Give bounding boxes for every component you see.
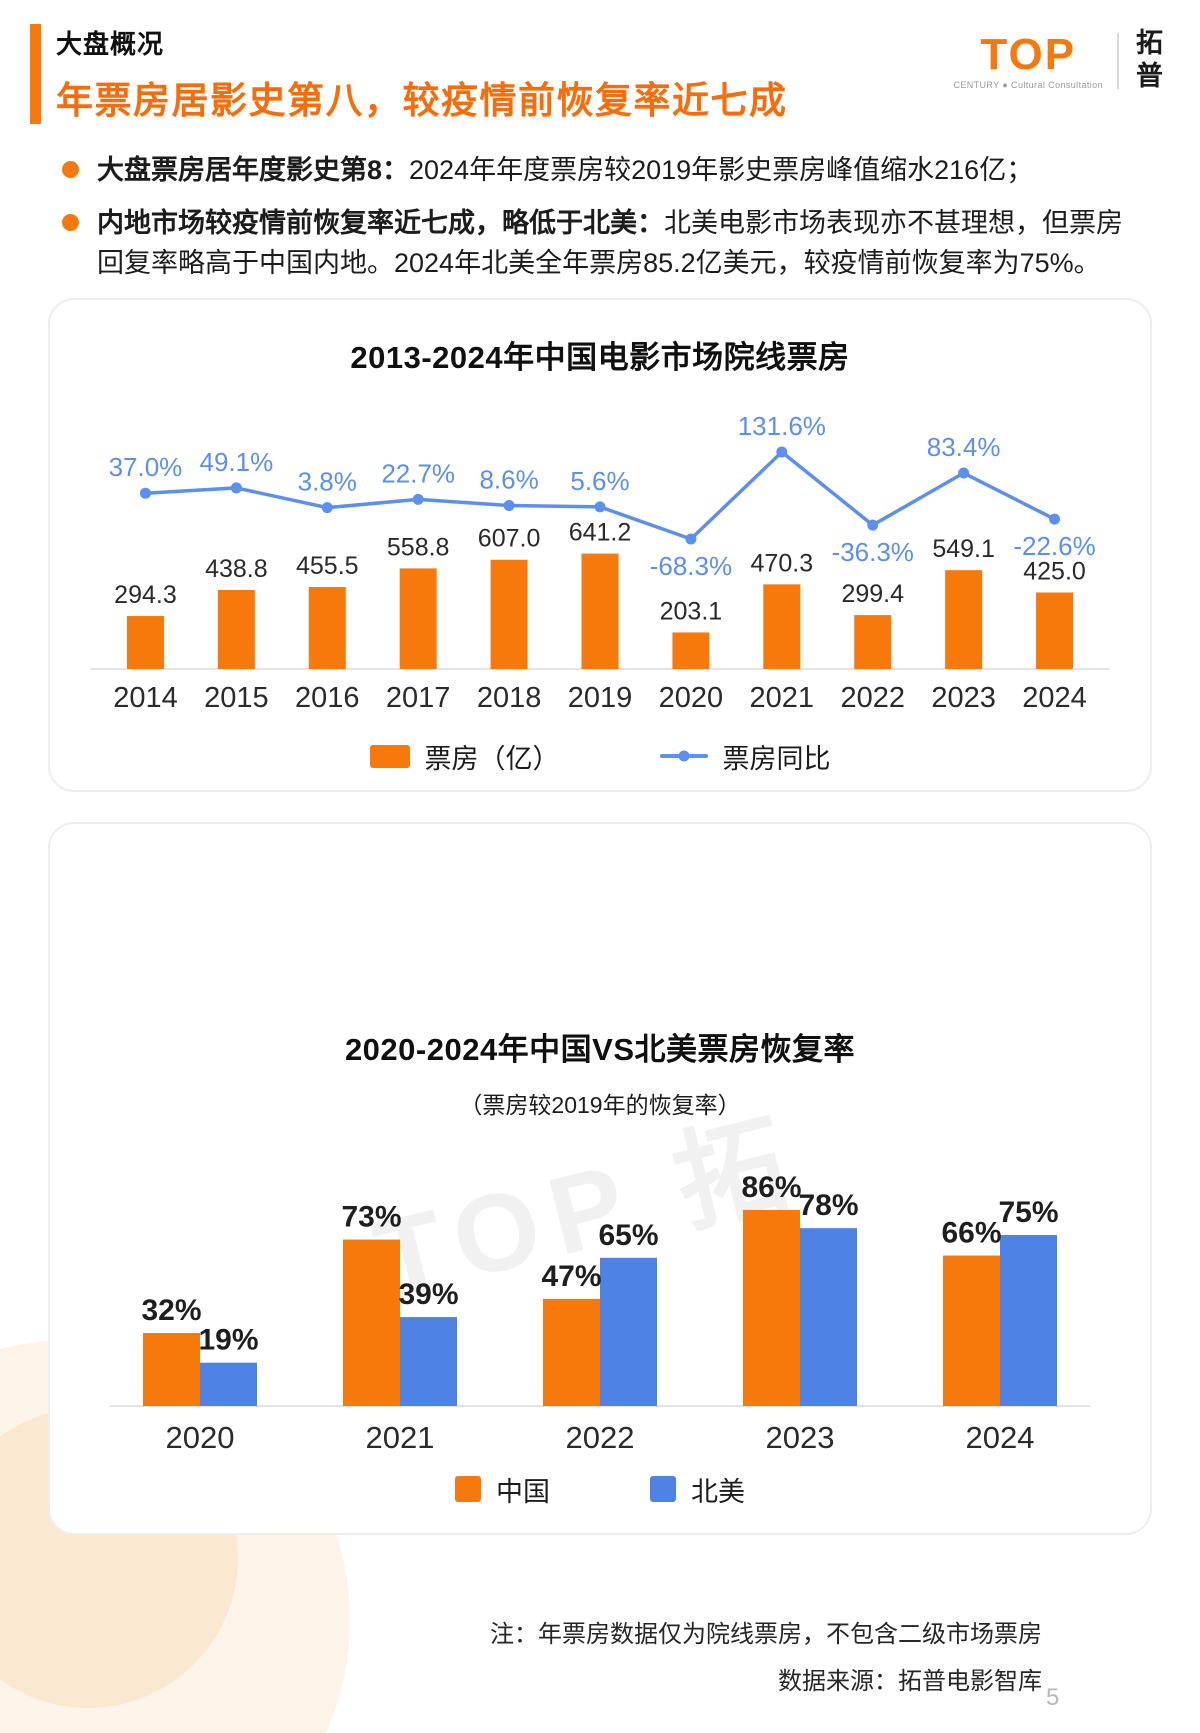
summary-list: 大盘票房居年度影史第8：2024年年度票房较2019年影史票房峰值缩水216亿；… [0,124,1200,284]
chart2-title: 2020-2024年中国VS北美票房恢复率 [344,1031,856,1067]
legend-item-china: 中国 [455,1470,550,1509]
svg-text:294.3: 294.3 [114,581,177,609]
logo-left-block: TOP CENTURY ● Cultural Consultation [953,29,1103,90]
svg-text:558.8: 558.8 [387,533,450,561]
svg-text:39%: 39% [398,1278,458,1311]
svg-text:641.2: 641.2 [569,518,632,546]
logo-divider [1117,33,1119,89]
footnote: 注：年票房数据仅为院线票房，不包含二级市场票房 [490,1621,1042,1648]
svg-text:607.0: 607.0 [478,524,541,552]
bullet-item-2: 内地市场较疫情前恢复率近七成，略低于北美：北美电影市场表现亦不甚理想，但票房回复… [62,203,1140,284]
chart2-legend: 中国 北美 [70,1470,1130,1509]
bullet-lead-1: 大盘票房居年度影史第8： [97,155,410,185]
svg-text:2024: 2024 [1022,682,1087,714]
legend-item-boxoffice: 票房（亿） [369,737,560,776]
svg-text:470.3: 470.3 [751,549,814,577]
svg-text:32%: 32% [141,1294,201,1327]
bullet-text-1: 大盘票房居年度影史第8：2024年年度票房较2019年影史票房峰值缩水216亿； [97,150,1033,191]
chart-card-recovery-rate: TOP 拓 2020-2024年中国VS北美票房恢复率 （票房较2019年的恢复… [48,821,1152,1535]
svg-text:425.0: 425.0 [1023,557,1086,585]
page-number: 5 [1046,1684,1060,1711]
svg-text:203.1: 203.1 [660,597,723,625]
boxoffice-trend-chart: 294.3 2014 438.8 2015 455.5 2016 558.8 2017 607.… [90,411,1110,714]
data-source: 数据来源：拓普电影智库 [778,1667,1042,1695]
legend-item-yoy: 票房同比 [659,737,831,776]
svg-text:-68.3%: -68.3% [650,551,732,581]
chart1-title: 2013-2024年中国电影市场院线票房 [350,339,850,375]
svg-text:78%: 78% [798,1189,858,1222]
legend-northamerica-swatch [650,1476,676,1502]
svg-text:19%: 19% [198,1323,258,1356]
svg-text:8.6%: 8.6% [479,464,538,494]
chart1-legend: 票房（亿） 票房同比 [70,737,1130,776]
svg-text:75%: 75% [998,1196,1058,1229]
brand-logo: TOP CENTURY ● Cultural Consultation 拓普 [953,28,1162,94]
chart2-subtitle: （票房较2019年的恢复率） [459,1091,741,1118]
svg-text:299.4: 299.4 [841,580,904,608]
svg-text:455.5: 455.5 [296,552,359,580]
svg-text:66%: 66% [941,1216,1001,1249]
svg-text:2019: 2019 [568,682,633,714]
svg-text:2024: 2024 [966,1420,1035,1455]
bullet-lead-2: 内地市场较疫情前恢复率近七成，略低于北美： [97,207,664,238]
svg-text:22.7%: 22.7% [381,458,455,488]
page-footer: 注：年票房数据仅为院线票房，不包含二级市场票房 数据来源：拓普电影智库 [490,1612,1042,1706]
legend-item-northamerica: 北美 [650,1470,745,1509]
legend-label-northamerica: 北美 [691,1476,745,1507]
svg-text:2023: 2023 [931,682,996,714]
svg-text:2016: 2016 [295,682,360,714]
svg-text:2014: 2014 [113,682,178,714]
bullet-body-2: 北美电影市场表现亦不甚理想，但票房回复率略高于中国内地。2024年北美全年票房8… [97,207,1123,279]
svg-text:2022: 2022 [566,1420,635,1455]
svg-text:549.1: 549.1 [932,535,995,563]
svg-text:2021: 2021 [750,682,815,714]
bullet-body-1: 2024年年度票房较2019年影史票房峰值缩水216亿； [409,155,1034,185]
svg-text:2021: 2021 [366,1420,435,1455]
page-header: 大盘概况 年票房居影史第八，较疫情前恢复率近七成 TOP CENTURY ● C… [0,0,1200,124]
legend-label-boxoffice: 票房（亿） [424,743,560,774]
logo-wordmark: TOP [980,29,1077,79]
svg-text:3.8%: 3.8% [298,466,357,496]
heading-block: 大盘概况 年票房居影史第八，较疫情前恢复率近七成 [30,24,788,124]
bullet-text-2: 内地市场较疫情前恢复率近七成，略低于北美：北美电影市场表现亦不甚理想，但票房回复… [97,203,1140,284]
svg-text:83.4%: 83.4% [927,432,1001,462]
svg-text:-22.6%: -22.6% [1013,531,1095,561]
bullet-dot-icon [62,161,79,178]
bullet-item-1: 大盘票房居年度影史第8：2024年年度票房较2019年影史票房峰值缩水216亿； [62,150,1140,191]
svg-text:47%: 47% [541,1259,601,1292]
recovery-rate-chart: 32%19% 2020 73% 39% 2021 47% 65% 2022 86%78% 2023… [110,1170,1090,1455]
svg-text:2017: 2017 [386,682,451,714]
logo-chinese-name: 拓普 [1132,28,1162,94]
svg-text:65%: 65% [598,1218,658,1251]
svg-text:-36.3%: -36.3% [832,537,914,567]
page-title: 年票房居影史第八，较疫情前恢复率近七成 [56,80,788,121]
svg-text:2020: 2020 [659,682,724,714]
svg-text:438.8: 438.8 [205,555,268,583]
svg-text:86%: 86% [741,1170,801,1203]
svg-text:2015: 2015 [204,682,269,714]
svg-text:2018: 2018 [477,682,542,714]
section-kicker: 大盘概况 [56,29,165,59]
legend-label-yoy: 票房同比 [722,743,831,774]
svg-text:37.0%: 37.0% [109,452,183,482]
chart-card-boxoffice-trend: 2013-2024年中国电影市场院线票房 294.3 2014 438.8 2015 4… [48,297,1152,792]
legend-label-china: 中国 [496,1476,550,1507]
legend-bar-swatch [369,744,410,768]
svg-text:2022: 2022 [840,682,905,714]
legend-china-swatch [455,1476,481,1502]
svg-text:73%: 73% [341,1200,401,1233]
svg-text:131.6%: 131.6% [738,411,826,441]
bullet-dot-icon [62,213,79,231]
svg-text:49.1%: 49.1% [199,446,273,476]
logo-tagline: CENTURY ● Cultural Consultation [953,79,1103,90]
svg-text:2020: 2020 [166,1420,235,1455]
legend-line-swatch [659,754,708,758]
svg-text:5.6%: 5.6% [570,465,629,495]
svg-text:2023: 2023 [766,1420,835,1455]
